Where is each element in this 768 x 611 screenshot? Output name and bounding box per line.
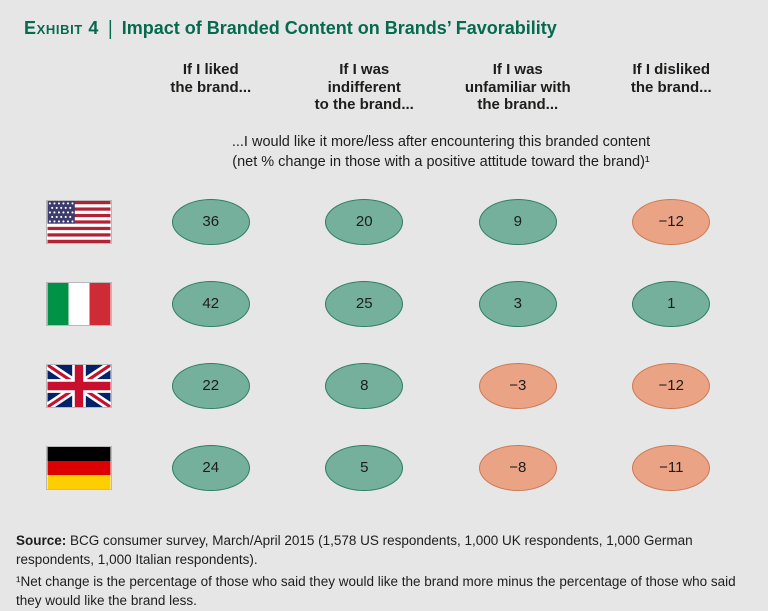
value-cell-germany-1: 5 [288, 427, 442, 509]
title-separator: | [108, 16, 113, 40]
column-header-indifferent: If I was indifferent to the brand... [314, 61, 414, 114]
value-cell-germany-0: 24 [134, 427, 288, 509]
value-ellipse: 25 [325, 280, 404, 327]
column-header-disliked: If I disliked the brand... [630, 61, 712, 96]
row-uk [24, 345, 134, 427]
row-italy [24, 263, 134, 345]
value-ellipse: 3 [478, 280, 557, 327]
value-ellipse: −12 [632, 198, 711, 245]
column-header-unfamiliar: If I was unfamiliar with the brand... [464, 61, 571, 114]
source-text: BCG consumer survey, March/April 2015 (1… [16, 532, 693, 567]
flag-germany-icon [46, 445, 112, 490]
exhibit-header: Exhibit 4 | Impact of Branded Content on… [24, 16, 748, 40]
value-cell-us-1: 20 [288, 181, 442, 263]
value-ellipse: −3 [478, 362, 557, 409]
chart-subtitle: ...I would like it more/less after encou… [231, 134, 651, 171]
flag-us-icon [46, 199, 112, 244]
value-cell-germany-3: −11 [595, 427, 749, 509]
value-cell-us-2: 9 [441, 181, 595, 263]
value-ellipse: 42 [171, 280, 250, 327]
exhibit-title: Impact of Branded Content on Brands’ Fav… [121, 18, 557, 38]
value-ellipse: −8 [478, 444, 557, 491]
exhibit-label: Exhibit 4 [24, 18, 100, 38]
value-cell-uk-3: −12 [595, 345, 749, 427]
row-us [24, 181, 134, 263]
value-cell-italy-0: 42 [134, 263, 288, 345]
source-label: Source: [16, 532, 67, 548]
value-ellipse: 22 [171, 362, 250, 409]
chart-grid: If I liked the brand... If I was indiffe… [24, 55, 748, 509]
value-ellipse: −12 [632, 362, 711, 409]
value-cell-uk-2: −3 [441, 345, 595, 427]
footnote: ¹Net change is the percentage of those w… [16, 573, 736, 609]
flag-uk-icon [46, 363, 112, 408]
value-cell-us-0: 36 [134, 181, 288, 263]
value-ellipse: 8 [325, 362, 404, 409]
value-ellipse: 20 [325, 198, 404, 245]
corner-spacer [24, 55, 134, 56]
row-germany [24, 427, 134, 509]
flag-italy-icon [46, 281, 112, 326]
value-cell-italy-3: 1 [595, 263, 749, 345]
value-ellipse: 5 [325, 444, 404, 491]
value-cell-uk-0: 22 [134, 345, 288, 427]
value-cell-italy-2: 3 [441, 263, 595, 345]
value-ellipse: 36 [171, 198, 250, 245]
column-header-liked: If I liked the brand... [170, 61, 252, 96]
value-ellipse: 9 [478, 198, 557, 245]
value-ellipse: 1 [632, 280, 711, 327]
value-cell-us-3: −12 [595, 181, 749, 263]
value-cell-italy-1: 25 [288, 263, 442, 345]
value-cell-germany-2: −8 [441, 427, 595, 509]
value-cell-uk-1: 8 [288, 345, 442, 427]
value-ellipse: 24 [171, 444, 250, 491]
source-note: Source: BCG consumer survey, March/April… [16, 531, 748, 611]
value-ellipse: −11 [632, 444, 711, 491]
source-line: Source: BCG consumer survey, March/April… [16, 531, 748, 569]
